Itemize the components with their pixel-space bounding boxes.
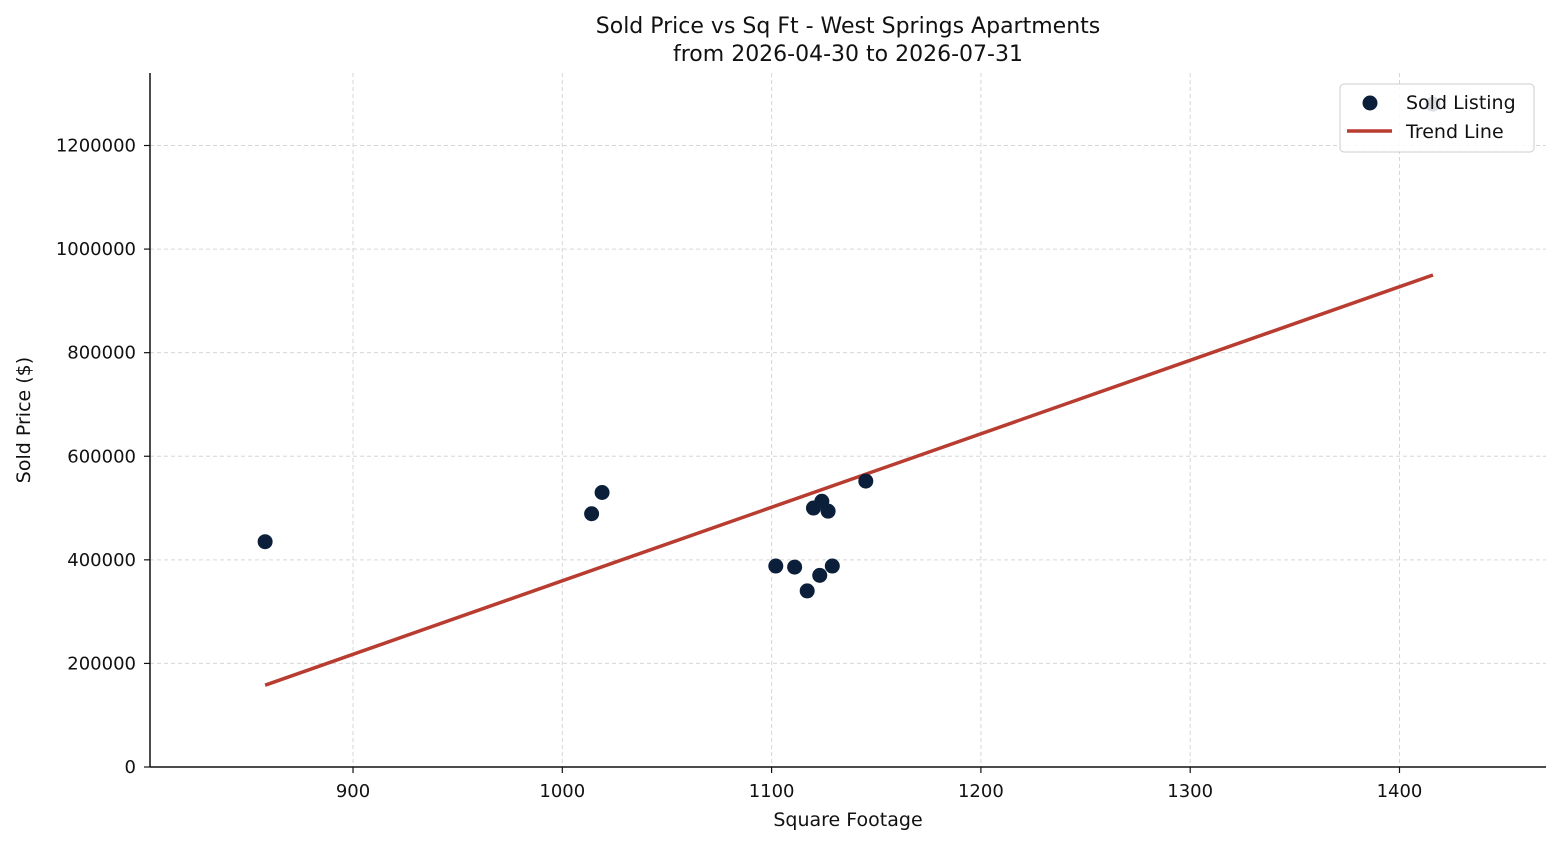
data-point xyxy=(799,583,815,599)
data-point xyxy=(584,506,600,522)
y-tick-label: 200000 xyxy=(67,653,136,674)
data-point xyxy=(257,534,273,550)
data-point xyxy=(812,567,828,583)
data-point xyxy=(787,559,803,575)
x-tick-label: 1300 xyxy=(1167,781,1213,802)
chart-title: Sold Price vs Sq Ft - West Springs Apart… xyxy=(596,14,1100,39)
x-axis-ticks: 900 1000 1100 1200 1300 1400 xyxy=(336,767,1423,802)
axes xyxy=(149,73,1546,768)
y-axis-ticks: 0 200000 400000 600000 800000 1000000 1200000 xyxy=(56,136,150,778)
x-tick-label: 1000 xyxy=(539,781,585,802)
x-tick-label: 1200 xyxy=(958,781,1004,802)
x-tick-label: 1400 xyxy=(1377,781,1423,802)
y-tick-label: 400000 xyxy=(67,550,136,571)
x-tick-label: 1100 xyxy=(749,781,795,802)
grid-lines xyxy=(150,73,1546,768)
x-axis-label: Square Footage xyxy=(773,809,922,831)
legend-marker-sold-listing xyxy=(1362,95,1378,111)
x-tick-label: 900 xyxy=(336,781,370,802)
trend-line xyxy=(264,273,1434,687)
legend-box xyxy=(1339,83,1535,153)
y-tick-label: 1200000 xyxy=(56,136,136,157)
chart-subtitle: from 2026-04-30 to 2026-07-31 xyxy=(673,42,1023,67)
y-tick-label: 1000000 xyxy=(56,239,136,260)
y-axis-label: Sold Price ($) xyxy=(13,357,35,483)
data-point xyxy=(858,473,874,489)
data-point xyxy=(820,503,836,519)
y-tick-label: 800000 xyxy=(67,343,136,364)
legend-label-trend-line: Trend Line xyxy=(1405,121,1504,143)
series-layer xyxy=(257,96,1441,687)
data-point xyxy=(594,485,610,501)
legend-label-sold-listing: Sold Listing xyxy=(1406,92,1516,114)
y-tick-label: 600000 xyxy=(67,446,136,467)
legend: Sold Listing Trend Line xyxy=(1339,83,1535,153)
data-point xyxy=(824,558,840,574)
y-tick-label: 0 xyxy=(125,757,136,778)
data-point xyxy=(768,558,784,574)
